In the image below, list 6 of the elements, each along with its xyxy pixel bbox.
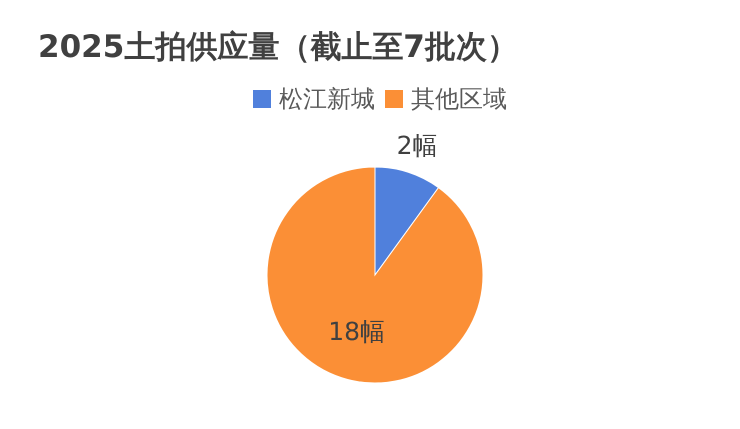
data-label: 18幅 [328, 316, 386, 346]
data-label: 2幅 [396, 131, 438, 160]
pie-slice [266, 166, 484, 384]
chart-title: 2025土拍供应量（截止至7批次） [38, 28, 518, 67]
legend-label: 其他区域 [411, 85, 507, 113]
legend-label: 松江新城 [279, 85, 375, 113]
